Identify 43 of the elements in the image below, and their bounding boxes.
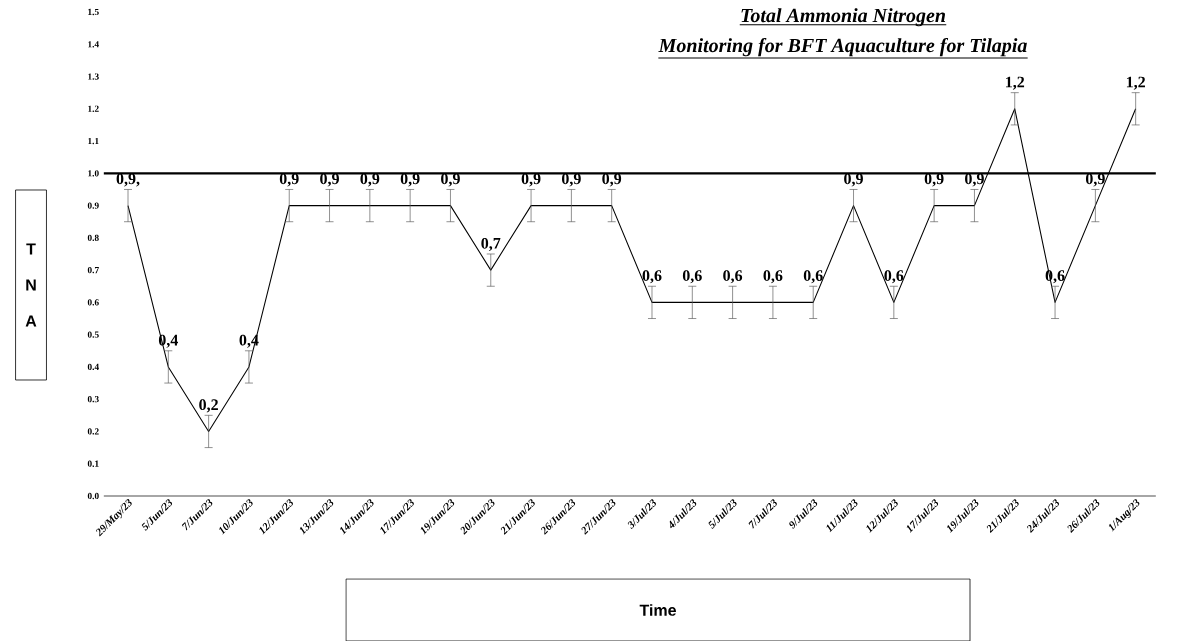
data-label: 0,6 [723,270,743,284]
data-label: 0,7 [481,237,501,252]
chart-title: Total Ammonia Nitrogen [741,8,946,27]
data-label: 0,2 [199,399,218,413]
data-label: 0,9 [561,173,581,187]
y-tick-label: 0.4 [87,363,99,371]
data-label: 0,9 [360,173,380,187]
data-label: 0,6 [682,270,702,284]
y-tick-label: 1.3 [88,73,99,80]
data-label: 0,9 [1085,173,1105,187]
y-tick-label: 0.0 [87,492,99,500]
y-tick-label: 1.0 [88,170,99,177]
data-label: 0,9 [320,173,339,187]
data-label: 0,6 [884,270,904,284]
y-tick-label: 1.1 [88,137,99,145]
data-label: 0,9, [116,173,140,187]
y-tick-label: 0.8 [87,234,99,242]
data-label: 0,9 [602,173,622,187]
y-tick-label: 0.3 [87,396,99,403]
y-tick-label: 0.5 [87,331,99,338]
y-tick-label: 0.7 [87,266,99,274]
text: Monitoring for BFT Aquaculture for Tilapia [658,37,1027,57]
data-label: 1,2 [1006,76,1025,90]
data-label: 0,6 [642,270,662,284]
y-tick-label: 0.2 [87,428,99,435]
data-label: 1,2 [1126,76,1145,90]
y-tick-label: 1.5 [88,8,99,16]
y-tick-label: 1.4 [88,41,99,48]
data-label: 0,9 [279,173,299,187]
data-label: 0,9 [924,173,944,187]
y-tick-label: 1.2 [88,105,99,112]
y-tick-label: 0.1 [87,460,99,467]
y-tick-label: 0.9 [87,202,99,209]
y-tick-label: 0.6 [87,299,99,306]
data-label: 0,9 [965,173,984,187]
x-axis-title: Time [639,604,676,616]
data-label: 0,9 [400,173,420,187]
text: T N A [25,243,37,327]
data-label: 0,6 [763,270,783,284]
data-label: 0,9 [441,173,460,187]
data-label: 0,9 [521,173,541,187]
data-label: 0,9 [844,173,863,187]
data-label: 0,6 [803,270,823,284]
